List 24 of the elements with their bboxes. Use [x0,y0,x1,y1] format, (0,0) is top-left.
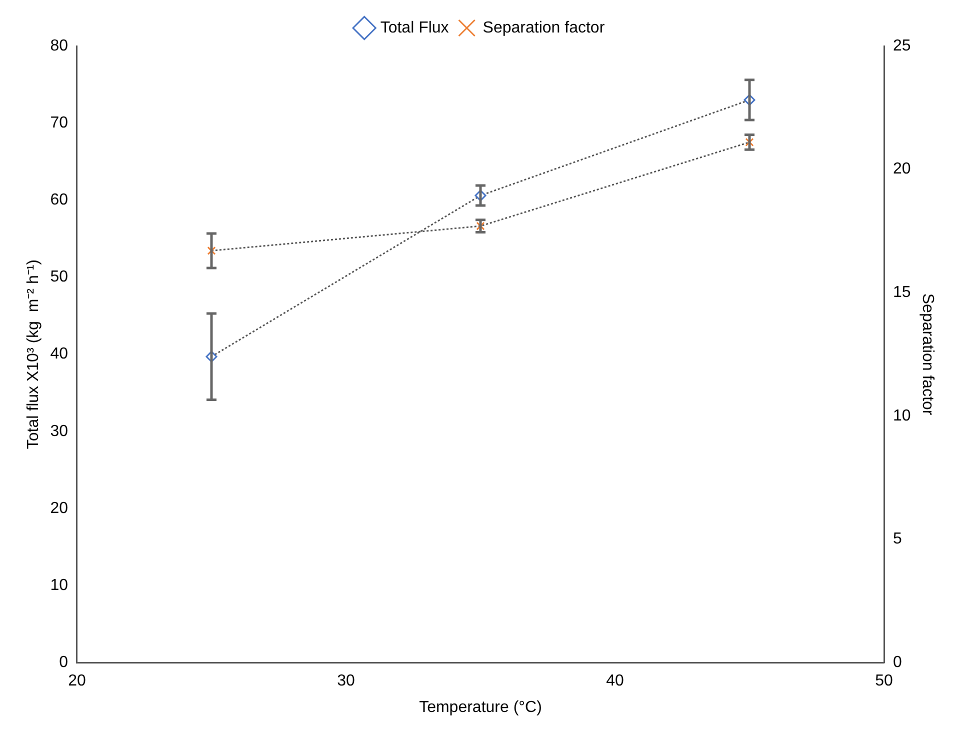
x-tick-label: 50 [875,672,894,690]
y-tick-label: 10 [50,576,68,594]
y2-tick-label: 15 [893,284,911,302]
y-tick-label: 30 [50,422,68,440]
y2-tick-label: 25 [893,37,911,54]
y2-axis-title: Separation factor [918,293,936,416]
x-tick-label: 20 [68,672,86,690]
y-axis-title: Total flux X10³ (kg m⁻² h⁻¹) [25,259,42,450]
legend-label: Separation factor [482,19,606,36]
y2-tick-label: 10 [893,407,911,424]
y-tick-label: 40 [50,346,68,363]
y-tick-label: 70 [50,114,68,132]
y2-tick-label: 5 [893,530,902,548]
y-tick-label: 80 [50,37,68,54]
y-tick-label: 0 [59,654,68,672]
y-tick-label: 20 [50,500,68,517]
x-tick-label: 40 [606,672,624,690]
y2-tick-label: 20 [893,160,911,178]
y-tick-label: 60 [50,192,68,209]
y-tick-label: 50 [50,268,68,286]
x-axis-title: Temperature (°C) [419,698,542,716]
x-tick-label: 30 [337,672,355,690]
legend-label: Total Flux [380,19,449,36]
y2-tick-label: 0 [893,654,902,672]
